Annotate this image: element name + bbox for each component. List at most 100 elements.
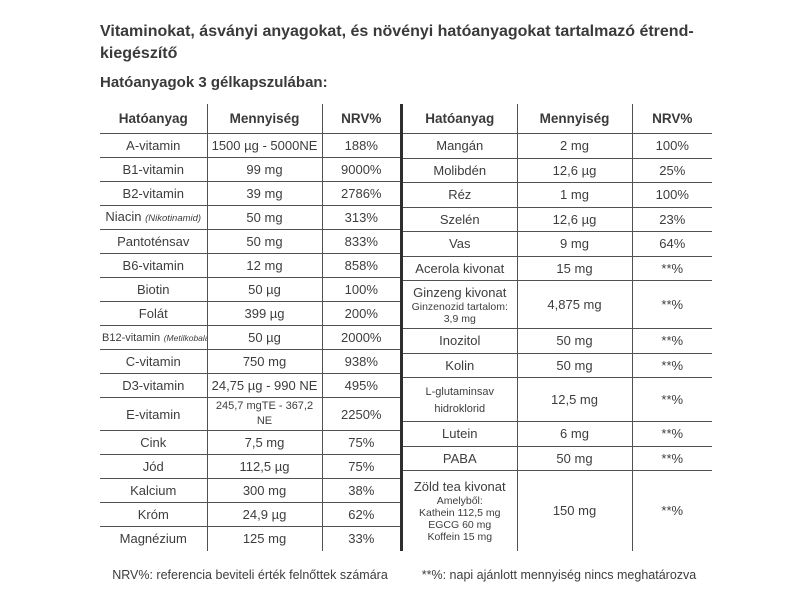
ingredient-name: Kalcium	[130, 483, 177, 498]
table-row: Zöld tea kivonat Amelyből: Kathein 112,5 m…	[403, 470, 712, 551]
ingredient-name-cell: PABA	[403, 445, 518, 472]
table-row: Pantoténsav 50 mg 833%	[100, 229, 400, 254]
ingredient-name-cell: B1-vitamin	[100, 157, 208, 182]
nrv-cell: 938%	[321, 349, 400, 374]
nrv-cell: 495%	[321, 373, 400, 398]
ingredient-name-cell: Króm	[100, 502, 208, 527]
table-row: Cink 7,5 mg 75%	[100, 430, 400, 455]
nrv-cell: 100%	[631, 182, 712, 208]
supplement-facts-page: Vitaminokat, ásványi anyagokat, és növén…	[100, 23, 800, 582]
nrv-cell: 100%	[631, 133, 712, 159]
ingredient-name-cell: Vas	[403, 231, 518, 257]
ingredient-name: Inozitol	[439, 333, 481, 349]
table-row: Lutein 6 mg **%	[403, 421, 712, 447]
ingredient-name-cell: Szelén	[403, 206, 518, 233]
column-header-ingredient: Hatóanyag	[100, 104, 208, 134]
quantity-cell: 24,9 µg	[206, 502, 323, 527]
ingredient-name: E-vitamin	[126, 406, 181, 422]
nrv-cell: 75%	[321, 430, 400, 455]
nrv-cell: 200%	[321, 301, 400, 326]
table-row: L-glutaminsav hidroklorid 12,5 mg **%	[403, 377, 712, 423]
ingredient-subdetail-line: 3,9 mg	[443, 312, 476, 325]
table-row: Magnézium 125 mg 33%	[100, 526, 400, 551]
table-row: PABA 50 mg **%	[403, 445, 712, 472]
ingredient-name-cell: Kolin	[403, 352, 518, 379]
ingredient-subdetail-line: EGCG 60 mg	[428, 518, 492, 531]
quantity-cell: 245,7 mgTE - 367,2 NE	[206, 397, 323, 431]
quantity-cell: 15 mg	[516, 255, 633, 282]
quantity-cell: 12 mg	[206, 253, 323, 278]
table-row: B1-vitamin 99 mg 9000%	[100, 157, 400, 182]
quantity-cell: 300 mg	[206, 478, 323, 503]
table-row: C-vitamin 750 mg 938%	[100, 349, 400, 374]
ingredient-name-cell: Réz	[403, 182, 518, 208]
ingredient-name-cell: Jód	[100, 454, 208, 479]
nrv-cell: 33%	[321, 526, 400, 551]
column-header-quantity: Mennyiség	[516, 104, 633, 134]
ingredient-note: (Metilkobalamin)	[163, 333, 206, 343]
ingredient-name: D3-vitamin	[122, 378, 185, 393]
nrv-cell: 188%	[321, 133, 400, 158]
ingredients-table-left: Hatóanyag Mennyiség NRV% A-vitamin 1500 µ…	[100, 104, 400, 551]
table-row: Króm 24,9 µg 62%	[100, 502, 400, 527]
quantity-cell: 50 mg	[206, 229, 323, 254]
ingredient-subdetail-line: Ginzenozid tartalom:	[411, 300, 508, 313]
quantity-cell: 50 mg	[516, 445, 633, 472]
table-row: B2-vitamin 39 mg 2786%	[100, 181, 400, 206]
table-header-row: Hatóanyag Mennyiség NRV%	[403, 104, 712, 134]
footnote-nrv: NRV%: referencia beviteli érték felnőtte…	[112, 567, 388, 582]
nrv-cell: 9000%	[321, 157, 400, 182]
column-header-quantity: Mennyiség	[206, 104, 323, 134]
quantity-cell: 50 mg	[206, 205, 323, 230]
ingredient-name: Cink	[140, 435, 167, 450]
nrv-cell: **%	[631, 377, 712, 423]
nrv-cell: **%	[631, 445, 712, 472]
quantity-cell: 50 µg	[206, 277, 323, 302]
ingredient-name: Jód	[142, 459, 164, 474]
nrv-cell: **%	[631, 280, 712, 330]
ingredient-name: C-vitamin	[125, 354, 181, 369]
nrv-cell: **%	[631, 470, 712, 551]
table-row: Mangán 2 mg 100%	[403, 133, 712, 159]
nrv-cell: 75%	[321, 454, 400, 479]
ingredient-name: Pantoténsav	[117, 234, 190, 249]
nrv-cell: **%	[631, 255, 712, 282]
ingredient-name: A-vitamin	[126, 138, 181, 153]
tables-container: Hatóanyag Mennyiség NRV% A-vitamin 1500 µ…	[100, 104, 800, 551]
table-row: A-vitamin 1500 µg - 5000NE 188%	[100, 133, 400, 158]
ingredient-name-cell: Mangán	[403, 133, 518, 159]
ingredient-name-cell: B12-vitamin (Metilkobalamin)	[100, 325, 208, 350]
ingredient-subdetail-line: Amelyből:	[436, 494, 483, 507]
nrv-cell: 2250%	[321, 397, 400, 431]
quantity-cell: 12,6 µg	[516, 157, 633, 184]
nrv-cell: 23%	[631, 206, 712, 233]
ingredient-name: Zöld tea kivonat	[413, 478, 506, 494]
quantity-cell: 24,75 µg - 990 NE	[206, 373, 323, 398]
ingredient-name: B1-vitamin	[122, 162, 184, 177]
table-row: Niacin (Nikotinamid) 50 mg 313%	[100, 205, 400, 230]
ingredient-name: Acerola kivonat	[415, 260, 505, 276]
ingredient-name: Vas	[449, 236, 471, 252]
ingredient-name-cell: Pantoténsav	[100, 229, 208, 254]
ingredient-subdetail-line: Kathein 112,5 mg	[418, 506, 501, 519]
ingredient-name: Folát	[138, 306, 168, 321]
ingredient-name: PABA	[442, 450, 477, 466]
ingredient-name-cell: Niacin (Nikotinamid)	[100, 205, 208, 230]
quantity-cell: 4,875 mg	[516, 280, 633, 330]
table-row: E-vitamin 245,7 mgTE - 367,2 NE 2250%	[100, 397, 400, 431]
ingredient-name-cell: Zöld tea kivonat Amelyből: Kathein 112,5 m…	[403, 470, 518, 551]
ingredient-name-cell: Kalcium	[100, 478, 208, 503]
quantity-cell: 50 µg	[206, 325, 323, 350]
ingredient-subdetails: Ginzenozid tartalom: 3,9 mg	[405, 301, 515, 325]
ingredient-name: Lutein	[442, 426, 478, 442]
table-header-row: Hatóanyag Mennyiség NRV%	[100, 104, 400, 134]
nrv-cell: 833%	[321, 229, 400, 254]
table-row: Acerola kivonat 15 mg **%	[403, 255, 712, 282]
column-header-nrv: NRV%	[321, 104, 400, 134]
column-header-nrv: NRV%	[631, 104, 712, 134]
quantity-cell: 39 mg	[206, 181, 323, 206]
ingredient-note: (Nikotinamid)	[145, 213, 202, 224]
quantity-cell: 9 mg	[516, 231, 633, 257]
ingredient-name: Biotin	[136, 282, 170, 297]
